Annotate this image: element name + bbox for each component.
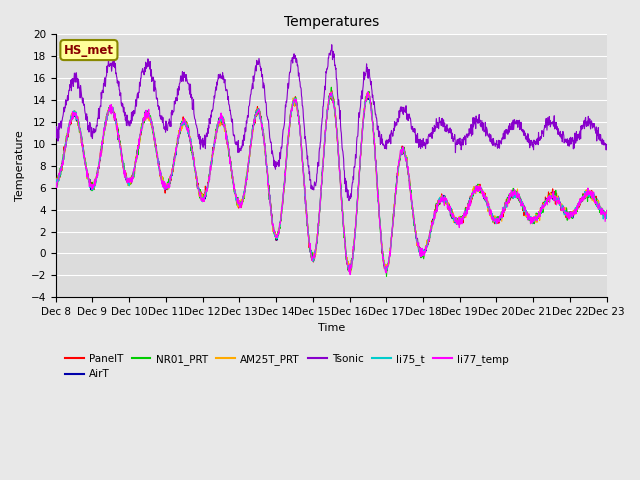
Title: Temperatures: Temperatures <box>284 15 379 29</box>
Y-axis label: Temperature: Temperature <box>15 131 25 201</box>
Legend: PanelT, AirT, NR01_PRT, AM25T_PRT, Tsonic, li75_t, li77_temp: PanelT, AirT, NR01_PRT, AM25T_PRT, Tsoni… <box>61 350 513 384</box>
Text: HS_met: HS_met <box>64 44 114 57</box>
X-axis label: Time: Time <box>317 323 345 333</box>
